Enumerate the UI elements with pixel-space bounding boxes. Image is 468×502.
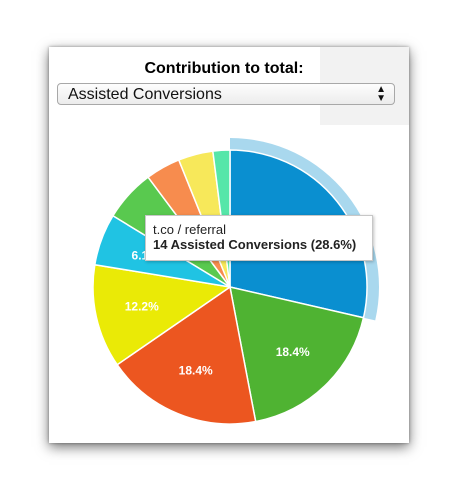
chart-tooltip: t.co / referral 14 Assisted Conversions …	[145, 215, 373, 261]
pie-slice-label: 18.4%	[276, 345, 310, 359]
pie-slices	[92, 138, 379, 425]
metric-select[interactable]: Assisted Conversions ▲ ▼	[57, 83, 395, 105]
pie-slice[interactable]	[116, 285, 257, 425]
header-title: Contribution to total:	[144, 60, 304, 77]
up-down-arrows-icon: ▲ ▼	[376, 84, 386, 104]
pie-slice[interactable]	[92, 263, 232, 366]
controls-header: Contribution to total: Assisted Conversi…	[49, 47, 409, 125]
contribution-card: Contribution to total: Assisted Conversi…	[49, 47, 409, 443]
pie-slice-label: 12.2%	[125, 300, 159, 314]
tooltip-detail: 14 Assisted Conversions (28.6%)	[153, 237, 357, 252]
metric-select-value: Assisted Conversions	[68, 86, 222, 103]
tooltip-source: t.co / referral	[153, 222, 226, 237]
pie-slice[interactable]	[229, 286, 365, 423]
pie-slice-label: 18.4%	[179, 364, 213, 378]
